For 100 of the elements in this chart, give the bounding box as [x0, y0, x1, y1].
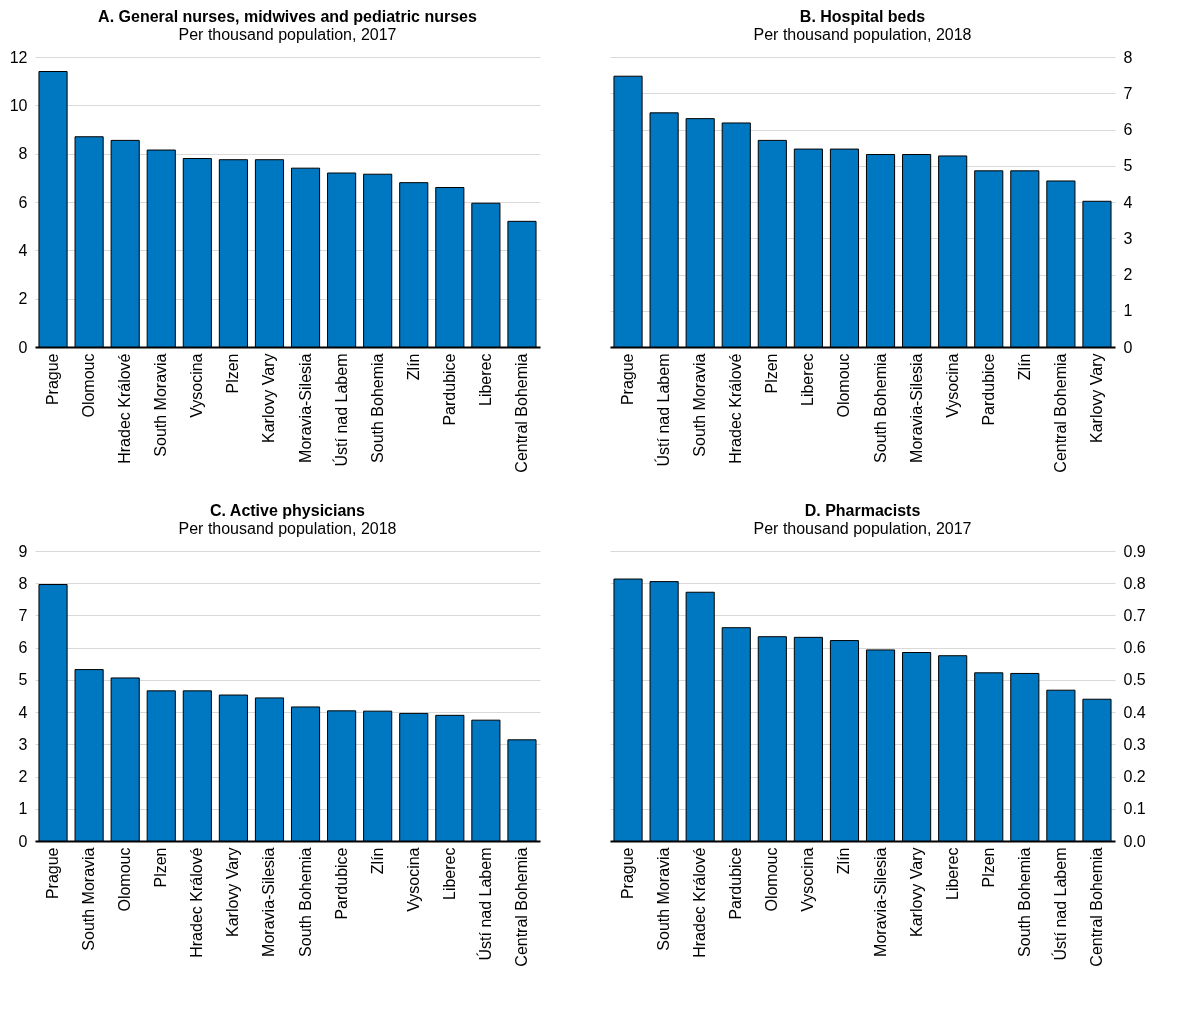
- x-tick-label: Ústí nad Labem: [654, 353, 673, 467]
- x-tick-label: Olomouc: [80, 353, 98, 418]
- x-tick-label: Central Bohemia: [512, 847, 530, 967]
- x-tick-label: South Moravia: [691, 353, 709, 457]
- x-tick-label: Pardubice: [979, 353, 997, 426]
- y-tick-label: 8: [1123, 48, 1133, 66]
- x-tick-label: Hradec Králové: [691, 847, 709, 958]
- y-tick-label: 0.8: [1123, 574, 1146, 592]
- x-tick-label: Olomouc: [835, 353, 853, 418]
- y-tick-label: 6: [18, 193, 28, 211]
- y-tick-label: 10: [9, 96, 28, 114]
- x-tick-label: Liberec: [440, 847, 458, 900]
- chart-title: B. Hospital beds: [799, 8, 926, 25]
- y-tick-label: 3: [18, 735, 28, 753]
- x-tick-label: Prague: [619, 847, 637, 900]
- x-tick-label: Hradec Králové: [727, 353, 745, 464]
- chart-subtitle: Per thousand population, 2018: [178, 520, 397, 537]
- chart-subtitle: Per thousand population, 2018: [753, 26, 972, 43]
- y-tick-label: 0.9: [1123, 542, 1146, 560]
- x-tick-label: South Bohemia: [1015, 847, 1033, 957]
- x-tick-label: Hradec Králové: [116, 353, 134, 464]
- y-tick-label: 0.0: [1123, 832, 1146, 850]
- x-tick-label: Plzen: [763, 353, 781, 394]
- chart-title: C. Active physicians: [209, 502, 366, 519]
- y-tick-label: 0.3: [1123, 735, 1146, 753]
- y-tick-label: 0: [18, 338, 28, 356]
- x-tick-label: Pardubice: [332, 847, 350, 920]
- x-tick-label: South Moravia: [80, 847, 98, 951]
- x-tick-label: Karlovy Vary: [907, 847, 925, 938]
- x-tick-label: Central Bohemia: [512, 353, 530, 473]
- x-tick-label: Ústí nad Labem: [475, 847, 494, 961]
- y-tick-label: 7: [1123, 84, 1133, 102]
- chart-title: D. Pharmacists: [804, 502, 921, 519]
- x-tick-label: Plzen: [152, 847, 170, 888]
- y-tick-label: 0.1: [1123, 800, 1146, 818]
- x-tick-label: Ústí nad Labem: [1050, 847, 1069, 961]
- x-tick-label: Olomouc: [763, 847, 781, 912]
- y-tick-label: 8: [18, 574, 28, 592]
- x-tick-label: Karlovy Vary: [224, 847, 242, 938]
- x-tick-label: Vysocina: [188, 353, 206, 418]
- x-tick-label: Prague: [619, 353, 637, 406]
- x-tick-label: Vysocina: [404, 847, 422, 912]
- x-tick-label: Moravia-Silesia: [871, 847, 889, 957]
- x-tick-label: South Bohemia: [368, 353, 386, 463]
- x-tick-label: Karlovy Vary: [260, 353, 278, 444]
- x-tick-label: Hradec Králové: [188, 847, 206, 958]
- y-tick-label: 6: [1123, 121, 1133, 138]
- y-tick-label: 4: [18, 703, 28, 721]
- y-tick-label: 0.4: [1123, 703, 1146, 721]
- y-tick-label: 6: [18, 639, 28, 657]
- x-tick-label: Zlín: [835, 847, 853, 875]
- x-tick-label: Moravia-Silesia: [296, 353, 314, 463]
- y-tick-label: 1: [1123, 302, 1133, 320]
- x-tick-label: Plzen: [224, 353, 242, 394]
- y-tick-label: 0.5: [1123, 671, 1146, 689]
- y-tick-label: 5: [1123, 157, 1133, 175]
- x-tick-label: Plzen: [979, 847, 997, 888]
- x-tick-label: Liberec: [476, 353, 494, 406]
- x-tick-label: Zlín: [404, 353, 422, 381]
- x-tick-label: Pardubice: [440, 353, 458, 426]
- x-tick-label: South Moravia: [655, 847, 673, 951]
- y-tick-label: 12: [9, 48, 28, 66]
- x-tick-label: Olomouc: [116, 847, 134, 912]
- x-tick-label: Zlín: [368, 847, 386, 875]
- y-tick-label: 9: [18, 542, 28, 560]
- x-tick-label: Central Bohemia: [1087, 847, 1105, 967]
- y-tick-label: 5: [18, 671, 28, 689]
- x-tick-label: Prague: [44, 847, 62, 900]
- y-tick-label: 7: [18, 606, 28, 624]
- x-tick-label: Pardubice: [727, 847, 745, 920]
- x-tick-label: Liberec: [943, 847, 961, 900]
- y-tick-label: 3: [1123, 229, 1133, 247]
- y-tick-label: 8: [18, 145, 28, 163]
- chart-title: A. General nurses, midwives and pediatric nurses: [98, 8, 477, 25]
- chart-subtitle: Per thousand population, 2017: [178, 26, 397, 43]
- x-tick-label: South Bohemia: [296, 847, 314, 957]
- x-tick-label: South Bohemia: [871, 353, 889, 463]
- x-tick-label: Karlovy Vary: [1087, 353, 1105, 444]
- y-tick-label: 4: [18, 241, 28, 259]
- x-tick-label: Moravia-Silesia: [907, 353, 925, 463]
- y-tick-label: 4: [1123, 193, 1133, 211]
- x-tick-label: Vysocina: [943, 353, 961, 418]
- y-tick-label: 2: [18, 768, 28, 786]
- y-tick-label: 0: [1123, 338, 1133, 356]
- x-tick-label: Vysocina: [799, 847, 817, 912]
- y-tick-label: 2: [1123, 266, 1133, 283]
- x-tick-label: Moravia-Silesia: [260, 847, 278, 957]
- x-tick-label: South Moravia: [152, 353, 170, 457]
- y-tick-label: 0.6: [1123, 639, 1146, 657]
- x-tick-label: Zlín: [1015, 353, 1033, 381]
- y-tick-label: 0.2: [1123, 768, 1146, 786]
- chart-subtitle: Per thousand population, 2017: [753, 520, 972, 537]
- x-tick-label: Ústí nad Labem: [331, 353, 350, 467]
- y-tick-label: 0.7: [1123, 606, 1146, 624]
- x-tick-label: Central Bohemia: [1051, 353, 1069, 473]
- x-tick-label: Liberec: [799, 353, 817, 406]
- y-tick-label: 1: [18, 800, 28, 818]
- y-tick-label: 0: [18, 832, 28, 850]
- x-tick-label: Prague: [44, 353, 62, 406]
- y-tick-label: 2: [18, 290, 28, 308]
